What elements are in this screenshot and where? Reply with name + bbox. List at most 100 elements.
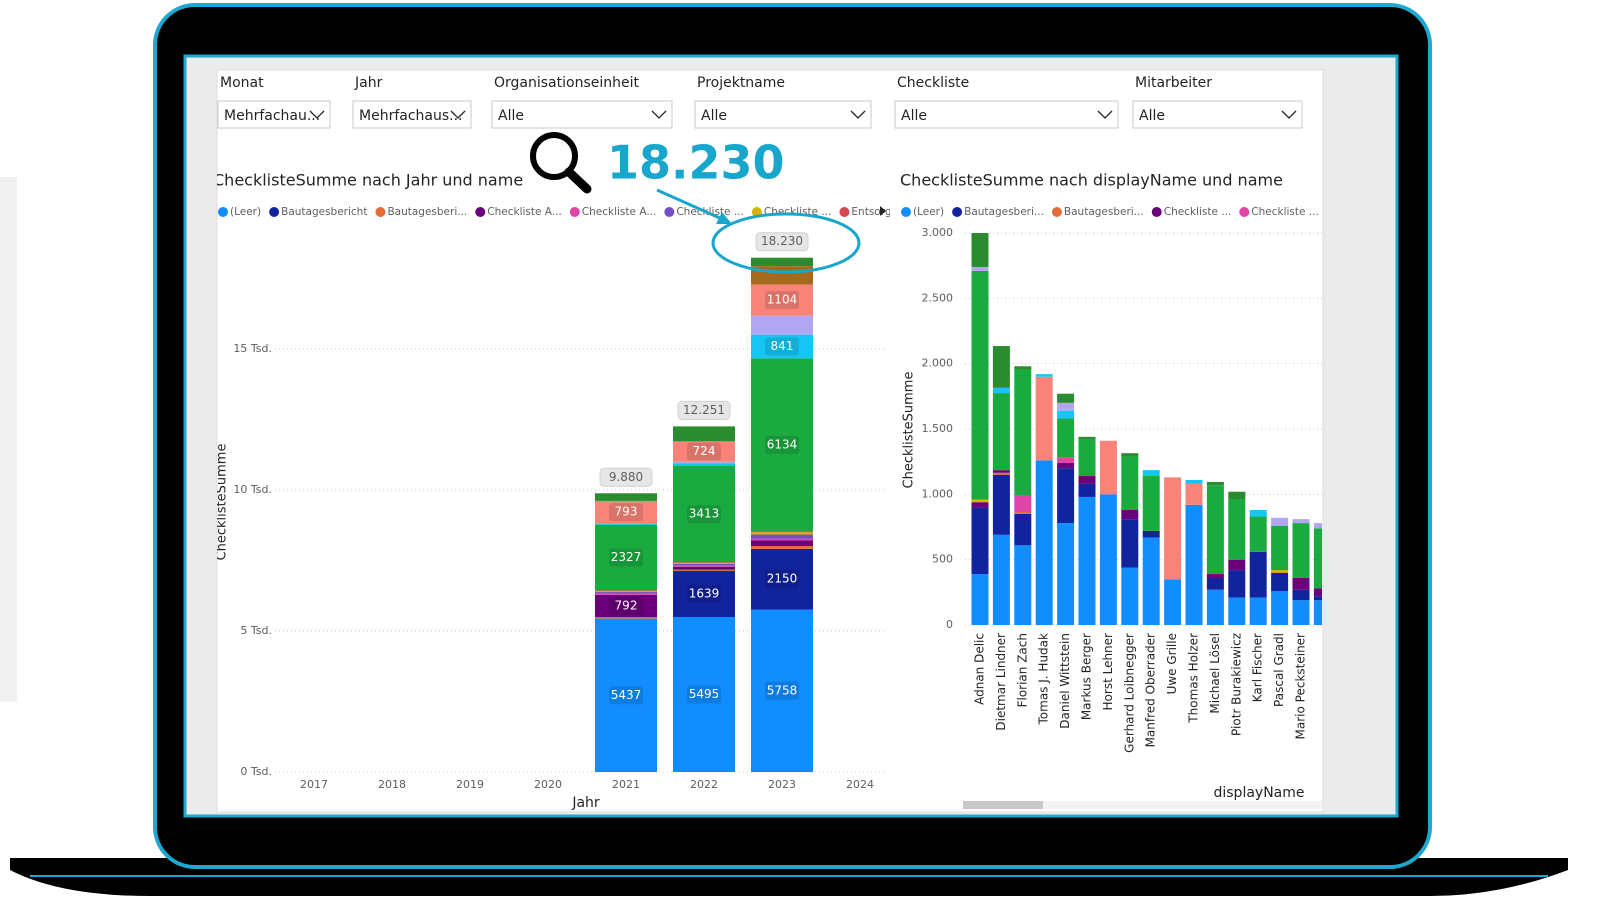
bar-segment[interactable] xyxy=(993,393,1010,470)
bar-segment[interactable] xyxy=(1057,463,1074,468)
bar-segment[interactable] xyxy=(1186,480,1203,484)
bar-segment[interactable] xyxy=(595,592,657,593)
bar-segment[interactable] xyxy=(1121,519,1138,567)
bar-segment[interactable] xyxy=(993,535,1010,625)
bar-segment[interactable] xyxy=(673,562,735,563)
bar-segment[interactable] xyxy=(1057,458,1074,463)
bar-segment[interactable] xyxy=(1014,545,1031,625)
bar-segment[interactable] xyxy=(1143,476,1160,531)
bar-segment[interactable] xyxy=(1121,510,1138,519)
bar-segment[interactable] xyxy=(1250,510,1267,517)
bar-segment[interactable] xyxy=(673,563,735,564)
bar-segment[interactable] xyxy=(1014,366,1031,369)
bar-segment[interactable] xyxy=(1014,370,1031,495)
bar-segment[interactable] xyxy=(993,388,1010,393)
bar-segment[interactable] xyxy=(673,567,735,570)
bar-segment[interactable] xyxy=(595,617,657,618)
bar-segment[interactable] xyxy=(972,233,989,267)
bar-segment[interactable] xyxy=(972,574,989,625)
bar-segment[interactable] xyxy=(1057,411,1074,419)
bar-segment[interactable] xyxy=(1228,570,1245,597)
bar-segment[interactable] xyxy=(1271,570,1288,573)
bar-segment[interactable] xyxy=(1036,377,1053,461)
bar-segment[interactable] xyxy=(972,507,989,574)
bar-segment[interactable] xyxy=(673,426,735,441)
bar-segment[interactable] xyxy=(1121,456,1138,510)
bar-segment[interactable] xyxy=(1228,560,1245,570)
bar-segment[interactable] xyxy=(1036,374,1053,377)
bar-segment[interactable] xyxy=(1014,514,1031,545)
bar-segment[interactable] xyxy=(1293,523,1310,578)
bar-segment[interactable] xyxy=(751,531,813,532)
bar-segment[interactable] xyxy=(1079,497,1096,625)
bar-segment[interactable] xyxy=(993,470,1010,473)
bar-segment[interactable] xyxy=(1271,518,1288,526)
bar-segment[interactable] xyxy=(595,493,657,501)
bar-segment[interactable] xyxy=(1143,470,1160,476)
bar-segment[interactable] xyxy=(1057,419,1074,458)
bar-segment[interactable] xyxy=(595,591,657,592)
bar-segment[interactable] xyxy=(1228,598,1245,625)
bar-segment[interactable] xyxy=(1057,394,1074,403)
bar-segment[interactable] xyxy=(1186,505,1203,625)
bar-segment[interactable] xyxy=(1143,531,1160,538)
bar-segment[interactable] xyxy=(1057,403,1074,411)
filter-dropdown[interactable] xyxy=(895,101,1118,128)
bar-segment[interactable] xyxy=(1207,574,1224,578)
bar-segment[interactable] xyxy=(1100,441,1117,495)
bar-segment[interactable] xyxy=(1293,519,1310,523)
bar-segment[interactable] xyxy=(1228,492,1245,500)
bar-segment[interactable] xyxy=(993,475,1010,535)
bar-segment[interactable] xyxy=(1143,537,1160,625)
bar-segment[interactable] xyxy=(1079,484,1096,497)
bar-segment[interactable] xyxy=(673,462,735,463)
bar-segment[interactable] xyxy=(1186,484,1203,505)
bar-segment[interactable] xyxy=(1036,460,1053,625)
bar-segment[interactable] xyxy=(595,590,657,591)
bar-segment[interactable] xyxy=(972,502,989,507)
bar-segment[interactable] xyxy=(751,258,813,266)
bar-segment[interactable] xyxy=(1207,485,1224,574)
bar-segment[interactable] xyxy=(1250,552,1267,598)
bar-segment[interactable] xyxy=(673,564,735,565)
bar-segment[interactable] xyxy=(1293,590,1310,600)
bar-segment[interactable] xyxy=(993,346,1010,388)
bar-segment[interactable] xyxy=(1057,468,1074,523)
bar-segment[interactable] xyxy=(1014,512,1031,514)
bar-segment[interactable] xyxy=(1121,568,1138,625)
bar-segment[interactable] xyxy=(1164,579,1181,625)
bar-segment[interactable] xyxy=(751,539,813,541)
bar-segment[interactable] xyxy=(1228,500,1245,560)
bar-segment[interactable] xyxy=(1271,573,1288,591)
bar-segment[interactable] xyxy=(751,316,813,335)
bar-segment[interactable] xyxy=(1250,598,1267,625)
bar-segment[interactable] xyxy=(1057,523,1074,625)
bar-segment[interactable] xyxy=(972,500,989,503)
bar-segment[interactable] xyxy=(673,565,735,566)
bar-segment[interactable] xyxy=(673,570,735,571)
scroll-thumb[interactable] xyxy=(963,801,1043,809)
bar-segment[interactable] xyxy=(751,540,813,546)
bar-segment[interactable] xyxy=(972,267,989,271)
bar-segment[interactable] xyxy=(1079,439,1096,476)
bar-segment[interactable] xyxy=(1207,578,1224,590)
bar-segment[interactable] xyxy=(1271,591,1288,625)
bar-segment[interactable] xyxy=(751,532,813,534)
bar-segment[interactable] xyxy=(595,523,657,524)
bar-segment[interactable] xyxy=(1100,494,1117,625)
bar-segment[interactable] xyxy=(751,535,813,539)
bar-segment[interactable] xyxy=(1079,476,1096,484)
bar-segment[interactable] xyxy=(595,593,657,594)
bar-segment[interactable] xyxy=(1121,453,1138,456)
bar-segment[interactable] xyxy=(1271,526,1288,570)
bar-segment[interactable] xyxy=(972,271,989,500)
bar-segment[interactable] xyxy=(1293,578,1310,590)
bar-segment[interactable] xyxy=(1164,477,1181,579)
bar-segment[interactable] xyxy=(673,463,735,466)
bar-segment[interactable] xyxy=(751,546,813,549)
bar-segment[interactable] xyxy=(1293,600,1310,625)
bar-segment[interactable] xyxy=(1079,437,1096,440)
bar-segment[interactable] xyxy=(993,473,1010,475)
bar-segment[interactable] xyxy=(1014,495,1031,512)
bar-segment[interactable] xyxy=(1207,590,1224,625)
